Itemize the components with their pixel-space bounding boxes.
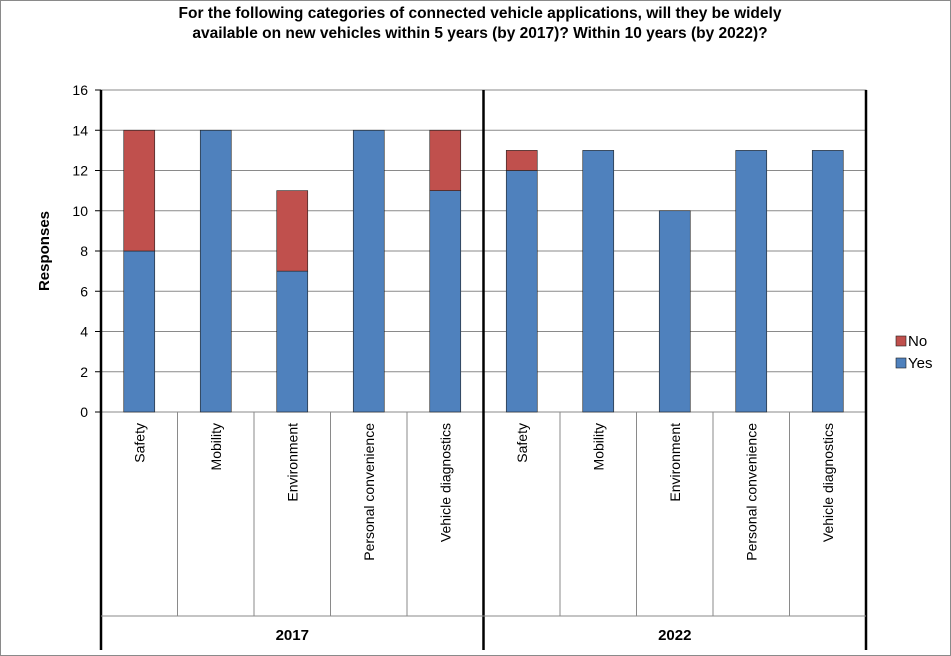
legend-label-no: No [908, 333, 927, 350]
bar-no-2022-0 [505, 150, 538, 171]
bar-yes-2022-0 [505, 170, 538, 413]
bar-yes-2017-0 [123, 250, 156, 413]
legend-swatch-no [895, 335, 907, 347]
chart-title: For the following categories of connecte… [95, 4, 865, 44]
bar-yes-2022-4 [811, 150, 844, 413]
bar-yes-2022-2 [658, 210, 691, 413]
bar-yes-2022-3 [735, 150, 768, 413]
category-label-2017-0: Safety [131, 423, 147, 463]
category-label-2017-1: Mobility [208, 423, 224, 470]
category-label-2022-2: Environment [667, 423, 683, 502]
bar-no-2017-0 [123, 129, 156, 252]
y-tick-label-5: 10 [72, 203, 88, 219]
y-tick-label-2: 4 [80, 324, 88, 340]
bar-yes-2022-1 [582, 150, 615, 413]
bar-yes-2017-3 [352, 129, 385, 413]
category-label-2017-3: Personal convenience [361, 423, 377, 561]
category-label-2017-2: Environment [284, 423, 300, 502]
chart-title-line-2: available on new vehicles within 5 years… [192, 25, 768, 42]
category-label-2022-3: Personal convenience [743, 423, 759, 561]
bar-no-2017-2 [276, 190, 309, 272]
category-label-2022-1: Mobility [590, 423, 606, 470]
bar-yes-2017-4 [429, 190, 462, 413]
y-tick-label-0: 0 [80, 404, 88, 420]
y-tick-label-7: 14 [72, 122, 88, 138]
category-label-2022-0: Safety [514, 423, 530, 463]
y-tick-label-6: 12 [72, 163, 88, 179]
y-tick-label-8: 16 [72, 82, 88, 98]
y-tick-label-1: 2 [80, 364, 88, 380]
bar-yes-2017-1 [199, 129, 232, 413]
y-axis-label: Responses [36, 211, 53, 291]
legend-label-yes: Yes [908, 355, 932, 372]
bar-yes-2017-2 [276, 270, 309, 413]
category-label-2022-4: Vehicle diagnostics [820, 423, 836, 542]
group-label-2022: 2022 [658, 627, 691, 644]
category-label-2017-4: Vehicle diagnostics [437, 423, 453, 542]
legend-swatch-yes [895, 357, 907, 369]
chart-title-line-1: For the following categories of connecte… [178, 5, 782, 22]
bar-no-2017-4 [429, 129, 462, 191]
y-tick-label-3: 6 [80, 283, 88, 299]
y-tick-label-4: 8 [80, 243, 88, 259]
group-label-2017: 2017 [276, 627, 309, 644]
